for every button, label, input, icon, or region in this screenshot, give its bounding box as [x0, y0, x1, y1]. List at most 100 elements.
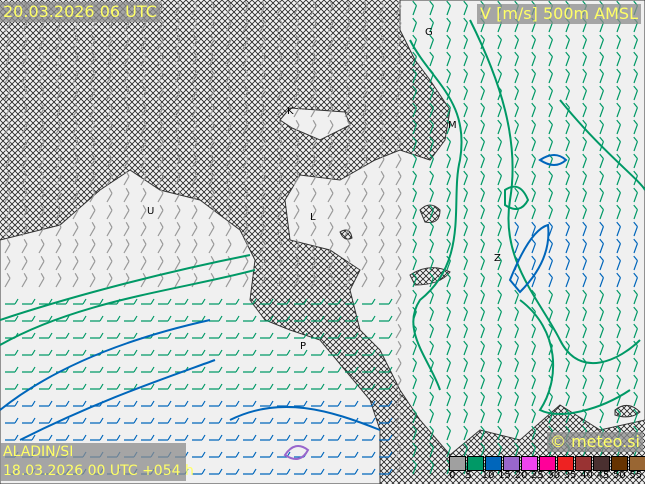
model-run: 18.03.2026 00 UTC +054 h [3, 463, 194, 479]
wind-barb [55, 85, 62, 101]
wind-barb [22, 298, 36, 305]
wind-barb [293, 119, 300, 135]
wind-barb [412, 85, 417, 101]
wind-barb [38, 204, 45, 220]
legend-tick: 45 [596, 470, 610, 481]
wind-barb [310, 51, 317, 67]
legend-swatch [521, 456, 538, 471]
wind-barb [616, 85, 621, 101]
wind-barb [548, 255, 553, 271]
wind-barb [259, 221, 266, 237]
wind-barb [429, 204, 434, 220]
legend-tick: 50 [613, 470, 626, 481]
wind-barb [225, 187, 232, 203]
wind-barb [361, 272, 368, 288]
wind-barb [276, 221, 283, 237]
wind-barb [106, 170, 113, 186]
wind-barb [412, 238, 417, 254]
wind-barb [259, 153, 266, 169]
wind-barb [412, 204, 417, 220]
city-label: U [147, 206, 155, 217]
wind-barb [480, 306, 485, 322]
wind-barb [531, 425, 536, 441]
wind-barb [345, 332, 359, 339]
wind-barb [157, 34, 164, 50]
wind-barb [260, 417, 274, 424]
wind-barb [616, 255, 621, 271]
wind-barb [276, 68, 283, 84]
wind-barb [379, 349, 393, 356]
wind-barb [633, 187, 638, 203]
wind-barb [531, 374, 536, 390]
wind-barb [276, 85, 283, 101]
model-info: ALADIN/SI 18.03.2026 00 UTC +054 h [0, 443, 194, 481]
wind-barb [208, 102, 215, 118]
wind-barb [361, 187, 368, 203]
wind-barb [55, 68, 62, 84]
wind-barb [259, 204, 266, 220]
wind-barb [531, 204, 536, 220]
wind-barb [497, 187, 502, 203]
wind-barb [140, 170, 147, 186]
wind-barb [259, 136, 266, 152]
wind-barb [531, 187, 536, 203]
wind-barb [395, 425, 402, 441]
wind-barb [56, 332, 70, 339]
wind-barb [140, 238, 147, 254]
wind-barb [276, 17, 283, 33]
wind-barb [582, 187, 587, 203]
wind-barb [158, 434, 172, 441]
wind-barb [4, 102, 11, 118]
city-label: M [448, 120, 457, 131]
wind-barb [123, 51, 130, 67]
wind-barb [395, 408, 402, 424]
wind-barb [5, 298, 19, 305]
legend-swatch [485, 456, 502, 471]
wind-barb [361, 204, 368, 220]
wind-barb [599, 374, 604, 390]
wind-barb [89, 136, 96, 152]
wind-barb [327, 187, 334, 203]
wind-barb [497, 51, 502, 67]
wind-barb [226, 468, 240, 475]
wind-barb [463, 442, 468, 458]
wind-barb [361, 34, 368, 50]
wind-barb [616, 204, 621, 220]
wind-barb [22, 400, 36, 407]
wind-barb [106, 51, 113, 67]
wind-barb [124, 349, 138, 356]
wind-barb [361, 221, 368, 237]
wind-barb [565, 153, 570, 169]
wind-barb [480, 238, 485, 254]
wind-barb [89, 102, 96, 118]
wind-barb [192, 383, 206, 390]
wind-barb [497, 323, 502, 339]
wind-barb [106, 34, 113, 50]
wind-barb [55, 272, 62, 288]
wind-barb [191, 68, 198, 84]
wind-barb [89, 85, 96, 101]
wind-barb [633, 391, 638, 407]
legend-swatch [503, 456, 520, 471]
wind-barb [209, 434, 223, 441]
wind-barb [344, 238, 351, 254]
wind-barb [174, 187, 181, 203]
wind-barb [616, 340, 621, 356]
wind-barb [90, 332, 104, 339]
wind-barb [226, 298, 240, 305]
wind-barb [446, 221, 451, 237]
wind-barb [38, 170, 45, 186]
wind-barb [395, 289, 402, 305]
wind-barb [192, 349, 206, 356]
wind-barb [4, 238, 11, 254]
wind-barb [192, 417, 206, 424]
wind-barb [55, 221, 62, 237]
wind-barb [242, 187, 249, 203]
legend-tick: 5 [465, 470, 472, 481]
wind-barb [412, 340, 417, 356]
legend-tick: 10 [481, 470, 495, 481]
wind-barb [497, 102, 502, 118]
wind-barb [39, 383, 53, 390]
wind-barb [191, 102, 198, 118]
wind-barb [429, 306, 434, 322]
